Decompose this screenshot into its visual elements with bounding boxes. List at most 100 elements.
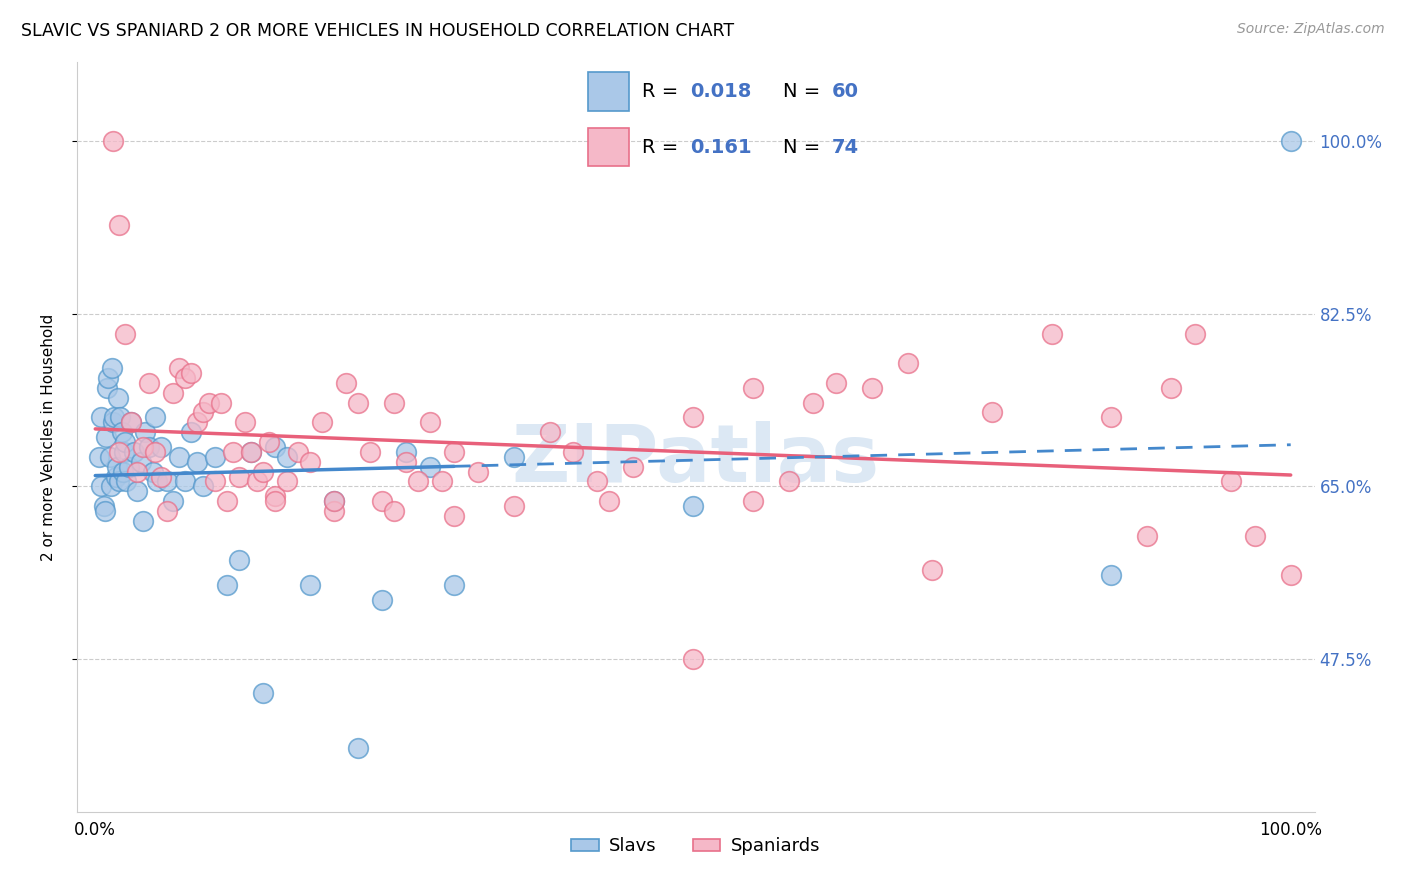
Point [1279, 134, 1302, 148]
Point [801, 395, 824, 409]
Point [215, 494, 238, 508]
Point [621, 459, 644, 474]
Point [112, 445, 135, 459]
Point [228, 553, 250, 567]
Point [778, 475, 800, 489]
Point [276, 450, 298, 464]
Point [371, 494, 394, 508]
Point [1279, 568, 1302, 582]
Point [323, 504, 346, 518]
Point [98, 450, 121, 464]
Point [276, 475, 298, 489]
Point [382, 504, 405, 518]
Point [233, 415, 256, 429]
Point [209, 395, 232, 409]
Point [167, 450, 190, 464]
Point [598, 494, 620, 508]
Point [586, 475, 609, 489]
Point [150, 440, 173, 454]
Point [443, 508, 465, 523]
Point [1160, 381, 1182, 395]
Point [174, 371, 197, 385]
Point [143, 410, 166, 425]
Point [129, 455, 152, 469]
Point [246, 475, 269, 489]
Point [156, 475, 179, 489]
Text: R =: R = [641, 137, 685, 157]
Point [103, 134, 125, 148]
Point [150, 469, 173, 483]
Point [382, 395, 405, 409]
Point [122, 445, 145, 459]
Point [443, 445, 465, 459]
Point [115, 475, 138, 489]
Point [897, 356, 920, 370]
Point [741, 494, 763, 508]
Point [502, 450, 524, 464]
Point [347, 395, 370, 409]
Point [110, 425, 132, 439]
Text: N =: N = [783, 82, 827, 101]
Text: ZIPatlas: ZIPatlas [512, 420, 880, 499]
Text: 60: 60 [832, 82, 859, 101]
Point [257, 435, 280, 450]
Point [419, 459, 441, 474]
Point [94, 430, 117, 444]
Point [252, 465, 274, 479]
Point [146, 475, 169, 489]
Point [287, 445, 309, 459]
Point [90, 479, 112, 493]
Point [114, 435, 136, 450]
Point [174, 475, 197, 489]
Point [347, 740, 370, 755]
Point [825, 376, 848, 390]
Point [395, 445, 418, 459]
Point [111, 465, 134, 479]
Point [191, 405, 214, 419]
Point [430, 475, 453, 489]
Point [741, 381, 763, 395]
Point [682, 499, 704, 513]
Point [263, 494, 285, 508]
FancyBboxPatch shape [588, 72, 628, 111]
Point [105, 459, 128, 474]
Point [1184, 326, 1206, 341]
Point [263, 489, 285, 503]
Point [323, 494, 346, 508]
Point [134, 425, 156, 439]
Point [419, 415, 441, 429]
FancyBboxPatch shape [588, 128, 628, 166]
Point [132, 440, 155, 454]
Point [101, 361, 124, 376]
Point [114, 326, 136, 341]
Text: Source: ZipAtlas.com: Source: ZipAtlas.com [1237, 22, 1385, 37]
Point [215, 578, 238, 592]
Point [311, 415, 333, 429]
Point [108, 445, 131, 459]
Point [1040, 326, 1063, 341]
Point [93, 499, 115, 513]
Point [921, 563, 943, 577]
Point [103, 410, 125, 425]
Point [180, 366, 202, 380]
Point [162, 385, 184, 400]
Point [186, 455, 208, 469]
Point [100, 479, 122, 493]
Point [167, 361, 190, 376]
Point [90, 410, 112, 425]
Point [359, 445, 381, 459]
Point [1099, 568, 1122, 582]
Point [127, 465, 149, 479]
Point [502, 499, 524, 513]
Point [860, 381, 883, 395]
Point [191, 479, 214, 493]
Point [252, 686, 274, 700]
Point [406, 475, 429, 489]
Point [1219, 475, 1241, 489]
Point [335, 376, 357, 390]
Point [143, 445, 166, 459]
Point [395, 455, 418, 469]
Text: N =: N = [783, 137, 827, 157]
Point [156, 504, 179, 518]
Point [142, 465, 165, 479]
